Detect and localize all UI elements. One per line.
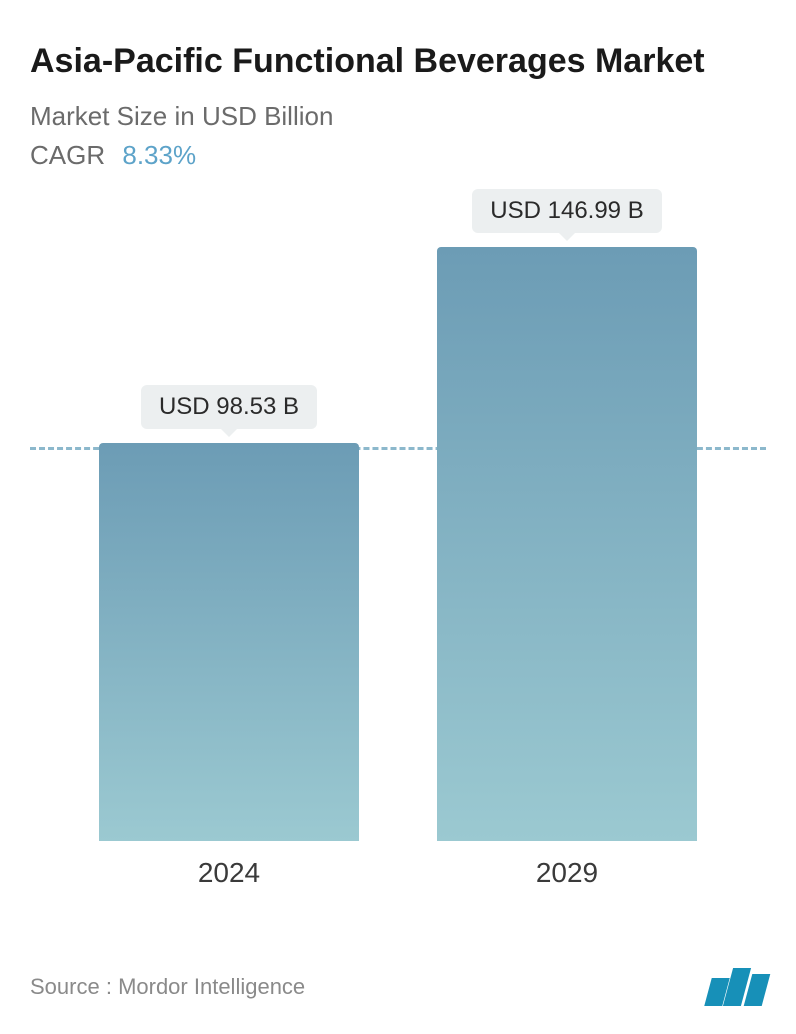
chart-title: Asia-Pacific Functional Beverages Market [30, 40, 766, 83]
source-text: Source : Mordor Intelligence [30, 974, 305, 1000]
bar [99, 443, 359, 841]
x-label: 2029 [437, 857, 697, 889]
x-axis-labels: 2024 2029 [30, 841, 766, 889]
value-label: USD 98.53 B [141, 385, 317, 429]
chart-area: USD 98.53 B USD 146.99 B [30, 181, 766, 841]
mordor-logo-icon [708, 968, 766, 1006]
cagr-value: 8.33% [122, 140, 196, 170]
bars-container: USD 98.53 B USD 146.99 B [60, 221, 736, 841]
bar [437, 247, 697, 841]
x-label: 2024 [99, 857, 359, 889]
bar-group-2029: USD 146.99 B [437, 189, 697, 841]
cagr-row: CAGR 8.33% [30, 140, 766, 171]
cagr-label: CAGR [30, 140, 105, 170]
value-label: USD 146.99 B [472, 189, 661, 233]
bar-group-2024: USD 98.53 B [99, 385, 359, 841]
chart-subtitle: Market Size in USD Billion [30, 101, 766, 132]
footer: Source : Mordor Intelligence [30, 968, 766, 1006]
